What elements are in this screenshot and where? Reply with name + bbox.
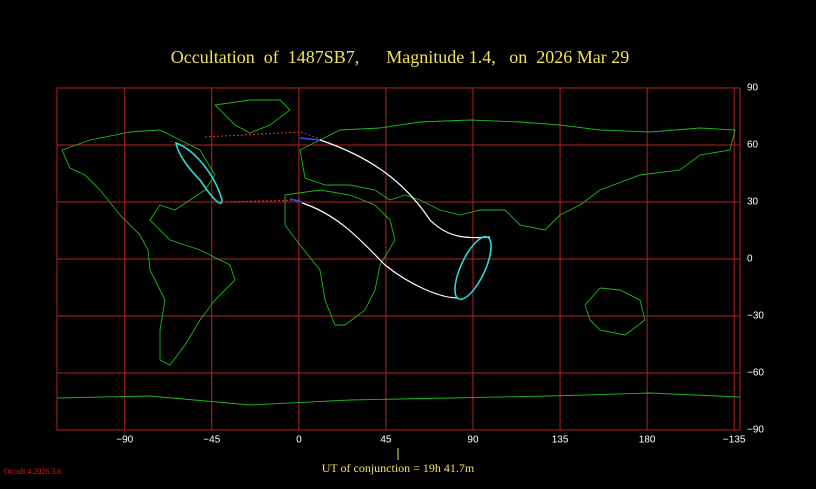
version-label: Occult 4.2026.3.6 [4,467,61,476]
chart-title: Occultation of 1487SB7, Magnitude 1.4, o… [171,47,629,67]
x-tick-label: −135 [723,435,746,446]
x-tick-label: −45 [203,435,220,446]
y-tick-label: −30 [747,311,764,322]
path-edge [319,139,491,239]
path-limit [454,235,492,301]
path-edge [221,199,301,203]
x-tick-label: 180 [639,435,656,446]
path-edge [299,137,321,141]
path-limit [174,141,223,205]
y-tick-label: 60 [747,140,759,151]
coastline [299,119,736,231]
coastline [214,99,291,134]
x-tick-label: −90 [116,435,133,446]
y-tick-label: 0 [747,254,753,265]
path-edge [301,202,459,299]
x-tick-label: 135 [552,435,569,446]
y-tick-label: 90 [747,83,759,94]
path-edge [289,198,303,203]
y-tick-label: 30 [747,197,759,208]
coastline [61,129,236,366]
x-tick-label: 45 [380,435,392,446]
coastline [584,287,646,336]
x-tick-label: 0 [296,435,302,446]
conjunction-time: UT of conjunction = 19h 41.7m [322,461,475,475]
path-edge [204,131,319,139]
occultation-path [174,131,492,301]
y-tick-label: −60 [747,368,764,379]
coastlines [56,99,741,406]
coastline [284,189,396,326]
y-tick-label: −90 [747,425,764,436]
coastline [56,392,741,406]
x-tick-label: 90 [467,435,479,446]
